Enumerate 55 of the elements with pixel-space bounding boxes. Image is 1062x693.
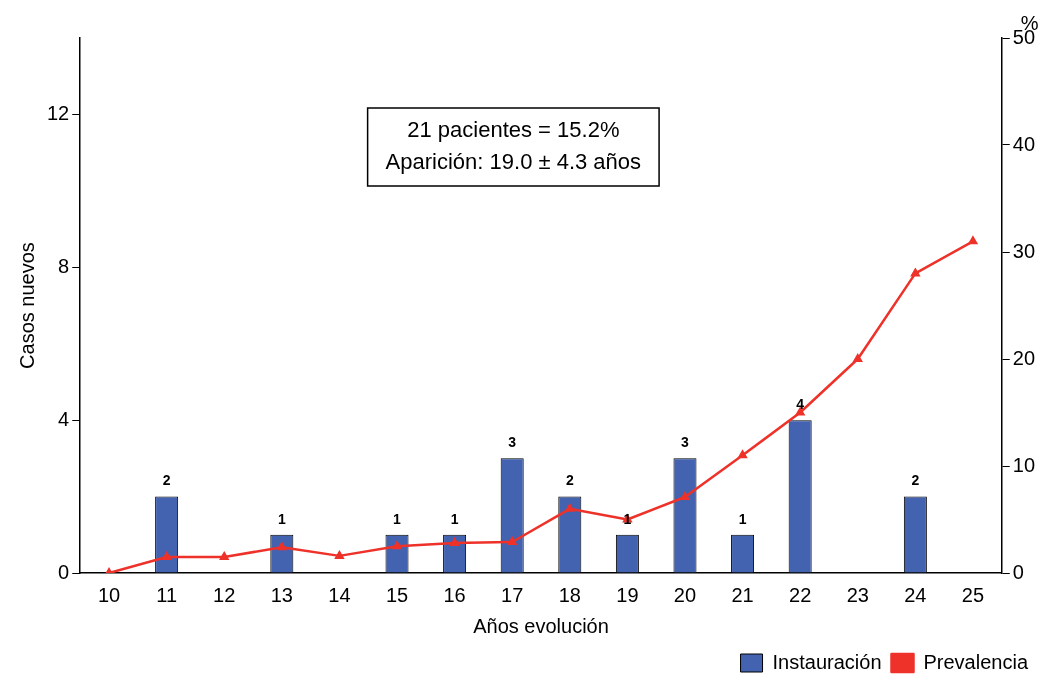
x-tick-label: 12 bbox=[213, 583, 236, 606]
x-tick-label: 25 bbox=[961, 583, 985, 606]
data-label: 1 bbox=[393, 510, 402, 527]
x-tick-label: 10 bbox=[97, 583, 121, 606]
point bbox=[162, 552, 171, 560]
x-tick-label: 24 bbox=[904, 583, 927, 606]
legend-label: Instauración bbox=[772, 650, 882, 673]
point bbox=[392, 541, 402, 550]
data-label: 1 bbox=[450, 510, 459, 527]
annotation: Aparición: 19.0 ± 4.3 años bbox=[385, 149, 642, 175]
point bbox=[911, 268, 920, 277]
x-tick-label: 14 bbox=[328, 583, 351, 606]
data-label: 4 bbox=[796, 396, 805, 412]
x-tick-label: 17 bbox=[501, 583, 524, 606]
data-label: 1 bbox=[277, 510, 286, 527]
point bbox=[507, 537, 517, 545]
x-tick-label: 15 bbox=[385, 583, 409, 606]
y2-tick-label: 20 bbox=[1012, 346, 1035, 369]
x-axis-title: Años evolución bbox=[473, 614, 609, 637]
y2-tick-label: 30 bbox=[1012, 239, 1035, 262]
x-tick-label: 20 bbox=[673, 583, 697, 606]
x-tick-label: 19 bbox=[616, 583, 639, 606]
x-tick-label: 18 bbox=[558, 583, 581, 606]
data-label: 3 bbox=[508, 434, 517, 451]
point bbox=[853, 354, 863, 362]
annotation: 21 pacientes = 15.2% bbox=[407, 117, 620, 143]
data-label: 1 bbox=[738, 510, 747, 527]
y2-tick-label: 0 bbox=[1012, 560, 1024, 583]
legend-label: Prevalencia bbox=[923, 650, 1029, 673]
point bbox=[335, 551, 344, 559]
point bbox=[968, 236, 978, 245]
y2-tick-label: 40 bbox=[1012, 132, 1035, 155]
x-tick-label: 11 bbox=[156, 583, 178, 606]
x-tick-label: 13 bbox=[270, 583, 293, 606]
y-tick-label: 0 bbox=[58, 560, 70, 583]
y-tick-label: 12 bbox=[47, 101, 70, 124]
x-tick-label: 23 bbox=[846, 583, 869, 606]
point bbox=[680, 492, 690, 501]
data-label: 2 bbox=[565, 472, 574, 489]
data-label: 2 bbox=[911, 472, 920, 489]
y-tick-label: 4 bbox=[58, 407, 70, 430]
data-label: 3 bbox=[681, 434, 690, 451]
x-tick-label: 21 bbox=[731, 583, 754, 606]
data-label: 1 bbox=[623, 510, 632, 527]
x-tick-label: 16 bbox=[443, 583, 466, 606]
data-label: 2 bbox=[162, 472, 171, 489]
point bbox=[738, 450, 747, 459]
point bbox=[450, 538, 459, 547]
y-tick-label: 8 bbox=[58, 254, 70, 277]
point bbox=[277, 542, 287, 551]
y-axis-title: Casos nuevos bbox=[15, 242, 38, 369]
y2-tick-label: 10 bbox=[1012, 453, 1035, 476]
x-tick-label: 22 bbox=[789, 583, 812, 606]
point bbox=[565, 504, 575, 512]
point bbox=[219, 552, 229, 560]
